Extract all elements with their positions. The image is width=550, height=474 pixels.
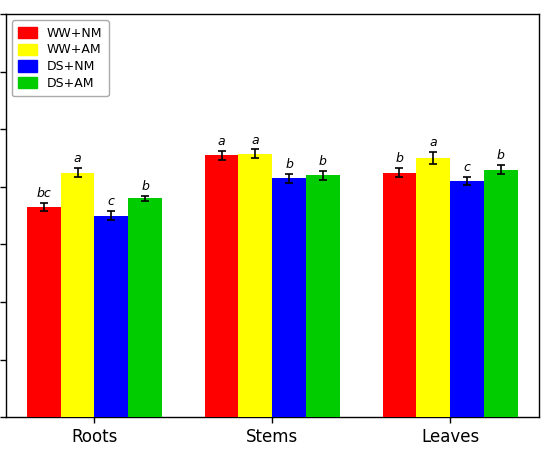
Text: c: c [108, 195, 115, 209]
Text: b: b [395, 152, 403, 165]
Text: a: a [251, 134, 259, 146]
Text: bc: bc [36, 187, 51, 200]
Bar [450, 181, 484, 417]
Text: b: b [319, 155, 327, 168]
Bar [382, 173, 416, 417]
Bar [95, 216, 128, 417]
Bar [205, 155, 239, 417]
Bar [416, 158, 450, 417]
Bar [239, 154, 272, 417]
Bar [272, 178, 306, 417]
Bar [306, 175, 340, 417]
Text: c: c [464, 161, 470, 174]
Bar [27, 207, 60, 417]
Text: b: b [285, 158, 293, 171]
Bar [484, 170, 518, 417]
Bar [128, 199, 162, 417]
Text: b: b [497, 149, 505, 163]
Bar [60, 173, 95, 417]
Text: a: a [218, 135, 226, 148]
Text: a: a [430, 137, 437, 149]
Text: b: b [141, 180, 149, 192]
Text: a: a [74, 152, 81, 165]
Legend: WW+NM, WW+AM, DS+NM, DS+AM: WW+NM, WW+AM, DS+NM, DS+AM [12, 20, 108, 96]
